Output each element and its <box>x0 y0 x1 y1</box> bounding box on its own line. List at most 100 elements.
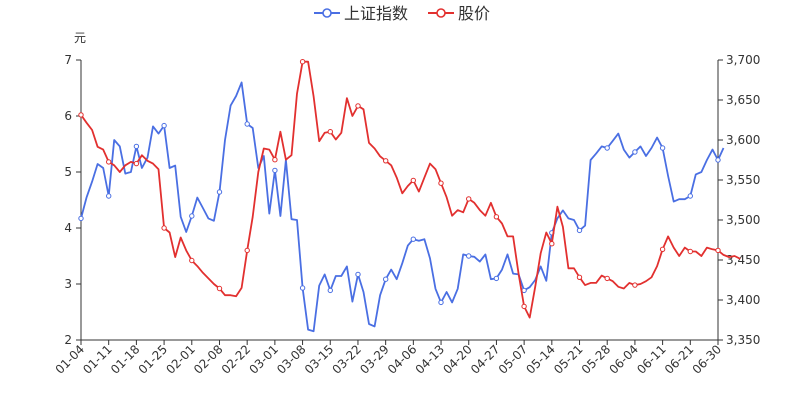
x-tick-label: 06-11 <box>634 342 669 377</box>
left-axis-unit-label: 元 <box>74 31 86 45</box>
legend-item[interactable]: 上证指数 <box>314 4 408 23</box>
data-point <box>327 287 333 294</box>
data-point <box>466 196 472 202</box>
x-tick-label: 01-11 <box>80 342 115 377</box>
x-tick-label: 01-04 <box>53 342 88 377</box>
data-point <box>383 276 389 282</box>
data-point <box>244 247 250 254</box>
right-y-tick-label: 3,400 <box>726 293 760 307</box>
x-tick-label: 03-22 <box>330 342 365 377</box>
data-point <box>216 285 223 292</box>
x-tick-label: 05-07 <box>496 342 531 377</box>
legend-circle-symbol <box>436 8 446 18</box>
left-y-tick-label: 3 <box>64 277 72 291</box>
right-y-tick-label: 3,450 <box>726 253 760 267</box>
legend-circle-symbol <box>322 8 332 18</box>
data-point <box>715 157 721 163</box>
data-point <box>161 225 167 231</box>
data-point <box>161 122 167 129</box>
data-point <box>410 177 416 184</box>
right-y-tick-label: 3,350 <box>726 333 760 347</box>
right-y-tick-label: 3,650 <box>726 93 760 107</box>
data-point <box>106 193 112 199</box>
series-line <box>80 60 741 319</box>
right-y-tick-label: 3,500 <box>726 213 760 227</box>
series-1 <box>78 59 741 319</box>
data-point <box>438 299 444 306</box>
data-point <box>438 180 444 186</box>
left-y-tick-label: 6 <box>64 109 72 123</box>
data-point <box>521 303 527 310</box>
left-y-axis-ticks: 2 3 4 5 6 7 <box>64 53 81 347</box>
data-point <box>604 275 610 282</box>
data-point <box>687 248 693 255</box>
data-point <box>78 215 84 222</box>
data-point <box>466 253 472 259</box>
data-point <box>355 271 361 278</box>
x-tick-label: 03-29 <box>357 342 392 377</box>
x-tick-label: 02-22 <box>219 342 254 377</box>
legend-label: 股价 <box>458 4 490 23</box>
data-point <box>133 160 140 167</box>
legend[interactable]: 上证指数 股价 <box>314 4 490 23</box>
data-point <box>244 121 250 127</box>
x-tick-label: 04-20 <box>440 342 475 377</box>
data-point <box>576 274 583 280</box>
data-point <box>272 157 278 163</box>
x-tick-label: 04-27 <box>468 342 503 377</box>
data-point <box>327 129 333 135</box>
right-y-tick-label: 3,700 <box>726 53 760 67</box>
data-point <box>299 285 306 291</box>
data-point <box>133 143 140 150</box>
x-tick-label: 01-18 <box>108 342 143 377</box>
x-tick-label: 05-28 <box>579 342 614 377</box>
x-tick-label: 06-30 <box>690 342 725 377</box>
data-point <box>576 227 583 234</box>
data-point <box>687 193 693 199</box>
data-point <box>216 189 223 195</box>
x-tick-label: 04-06 <box>385 342 420 377</box>
series-line <box>80 81 725 333</box>
data-point <box>659 246 666 253</box>
right-y-axis-ticks: 3,350 3,400 3,450 3,500 3,550 3,600 3,650 3,700 <box>718 53 760 347</box>
x-tick-label: 06-21 <box>662 342 697 377</box>
data-point <box>632 282 638 288</box>
x-tick-label: 01-25 <box>136 342 171 377</box>
legend-item[interactable]: 股价 <box>428 4 490 23</box>
x-tick-label: 02-01 <box>163 342 198 377</box>
right-y-tick-label: 3,600 <box>726 133 760 147</box>
x-tick-label: 04-13 <box>413 342 448 377</box>
x-tick-label: 03-15 <box>302 342 337 377</box>
x-tick-label: 02-08 <box>191 342 226 377</box>
x-tick-label: 03-01 <box>246 342 281 377</box>
series-layer <box>78 59 741 333</box>
data-point <box>272 167 278 174</box>
data-point <box>189 213 195 219</box>
data-point <box>632 149 638 155</box>
data-point <box>659 145 666 151</box>
x-tick-label: 06-04 <box>606 342 641 377</box>
x-tick-label: 03-08 <box>274 342 309 377</box>
right-y-tick-label: 3,550 <box>726 173 760 187</box>
left-y-tick-label: 7 <box>64 53 72 67</box>
left-y-tick-label: 2 <box>64 333 72 347</box>
data-point <box>410 236 416 242</box>
data-point <box>189 257 195 264</box>
legend-label: 上证指数 <box>344 4 408 23</box>
data-point <box>383 158 389 164</box>
left-y-tick-label: 5 <box>64 165 72 179</box>
data-point <box>493 275 500 282</box>
data-point <box>78 112 84 118</box>
data-point <box>106 159 112 165</box>
data-point <box>549 241 555 247</box>
x-tick-label: 05-21 <box>551 342 586 377</box>
data-point <box>715 247 721 254</box>
series-0 <box>78 81 725 333</box>
data-point <box>299 59 306 65</box>
data-point <box>604 145 610 151</box>
x-tick-label: 05-14 <box>523 342 558 377</box>
x-axis-ticks: 01-0401-1101-1801-2502-0102-0802-2203-01… <box>53 340 725 377</box>
data-point <box>355 103 361 109</box>
